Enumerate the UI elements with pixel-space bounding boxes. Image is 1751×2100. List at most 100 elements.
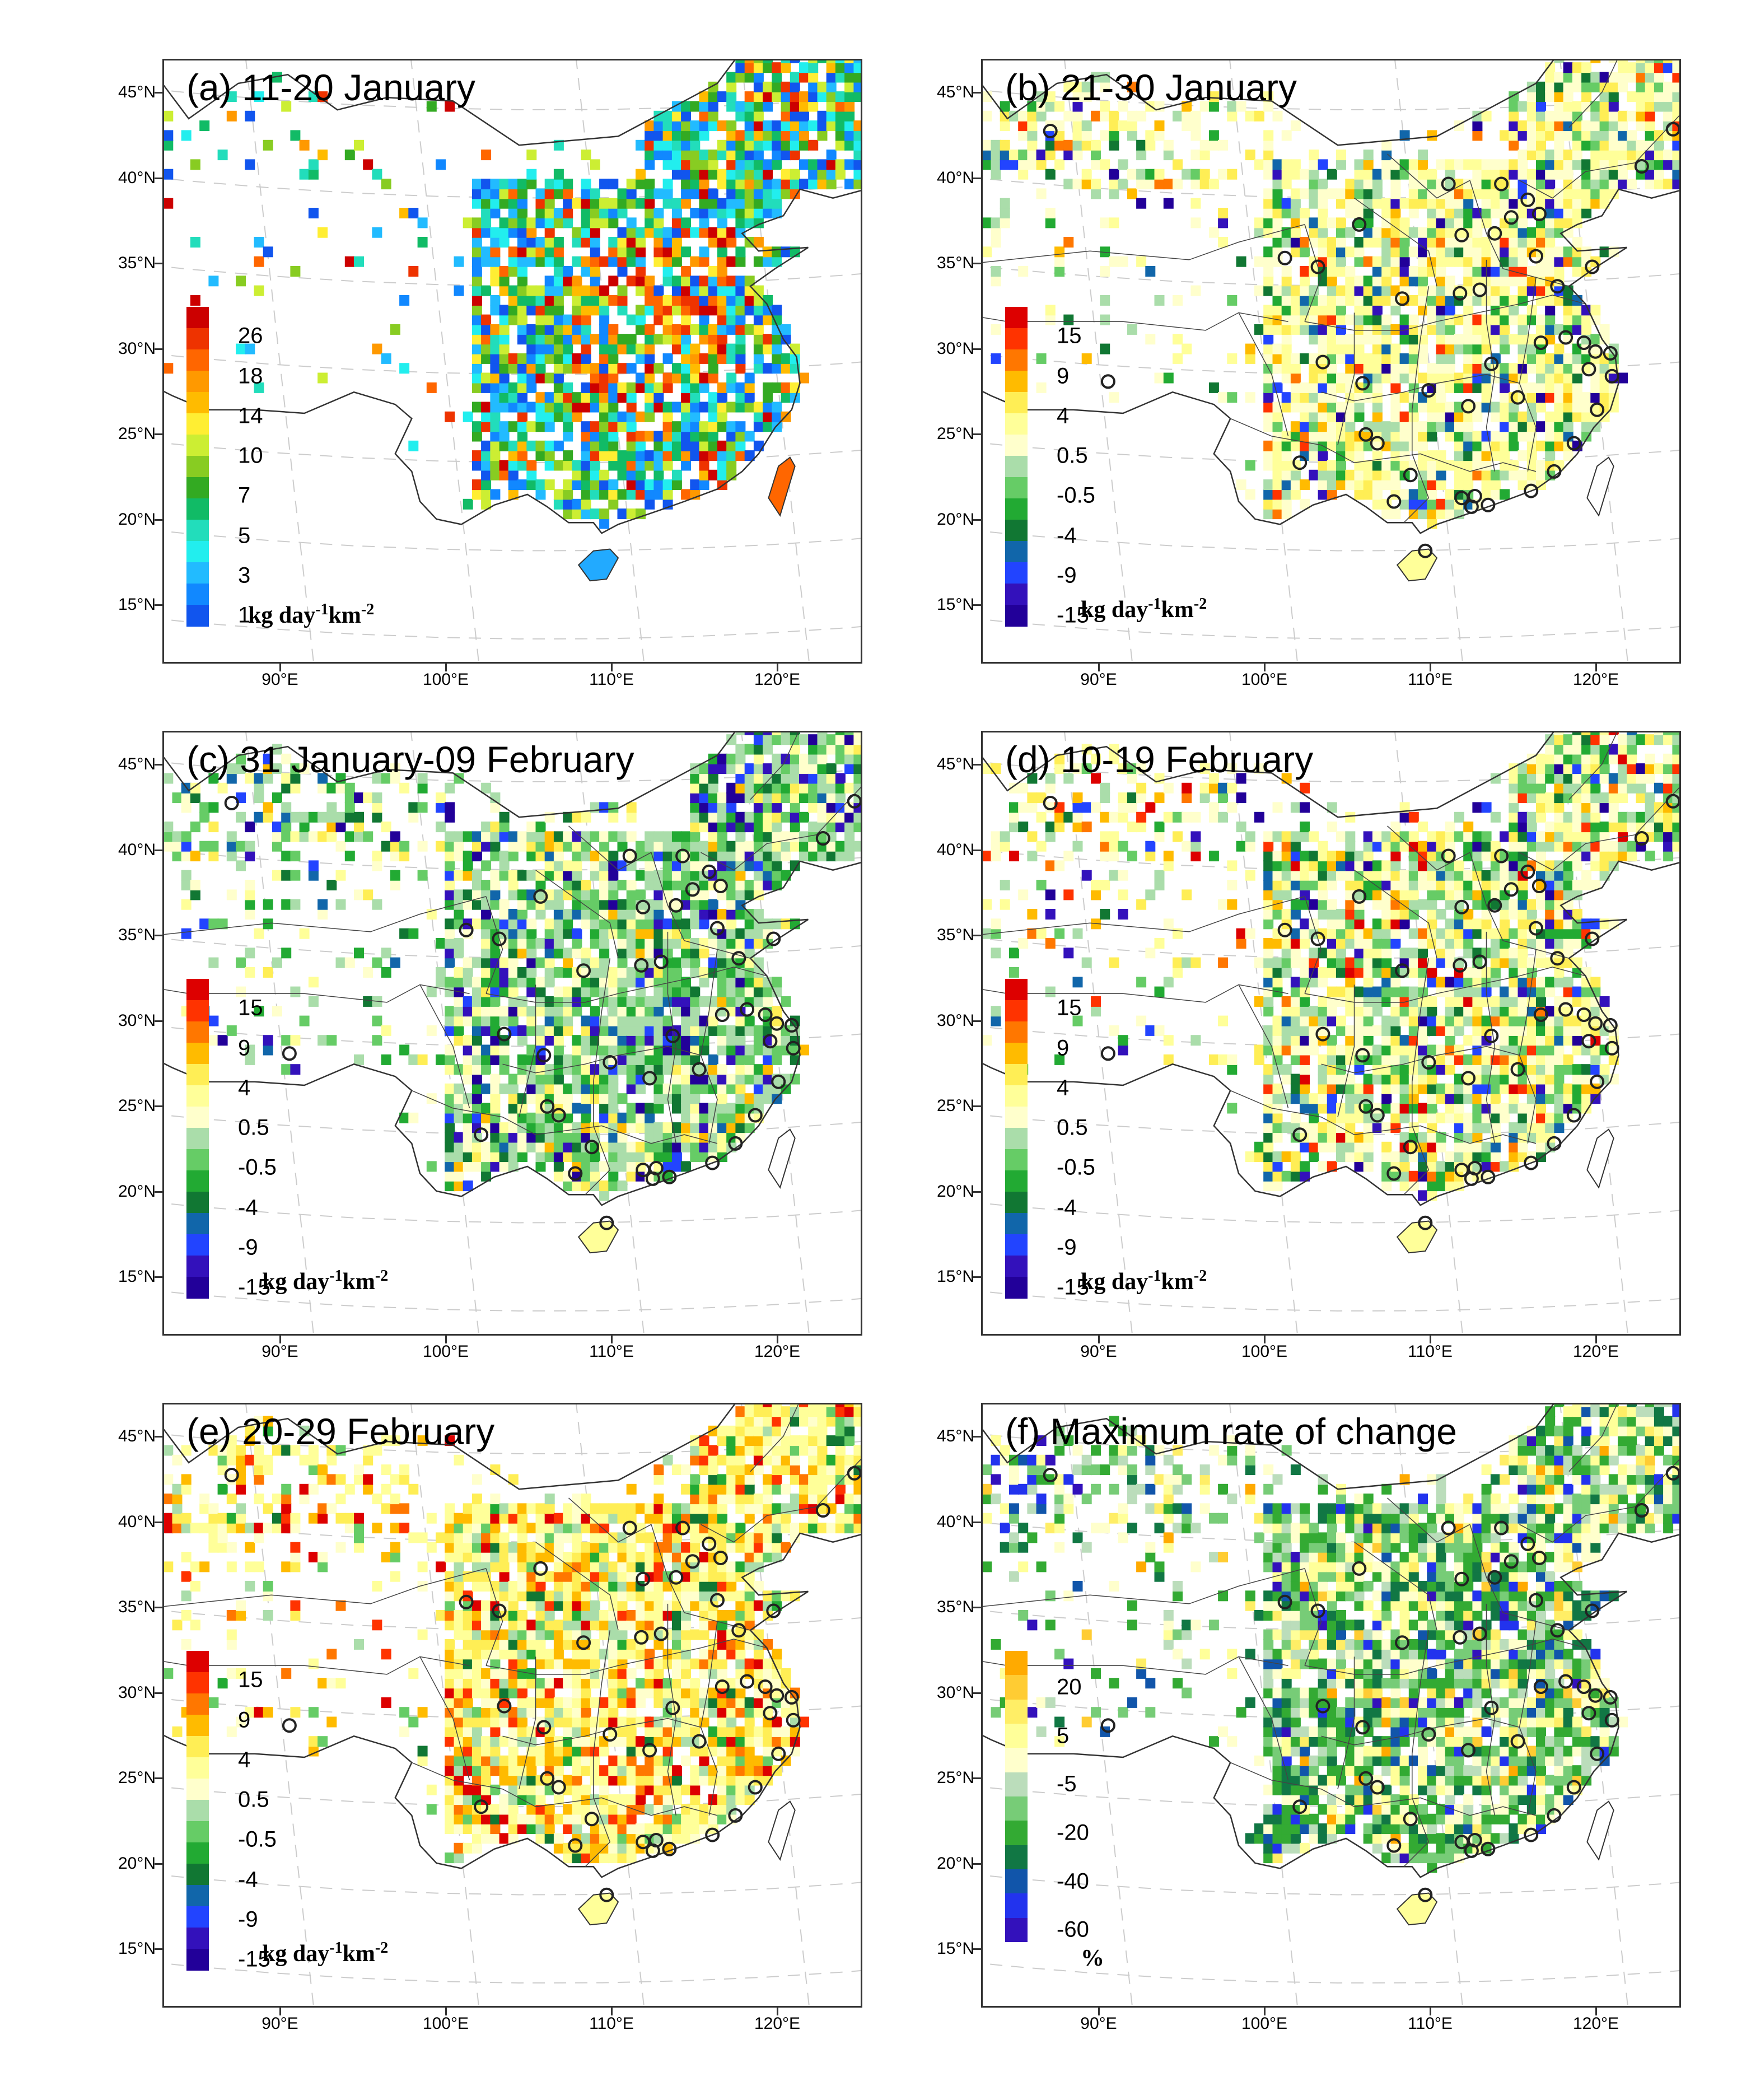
field-cell [454, 1170, 464, 1182]
field-cell [1045, 305, 1056, 316]
field-cell [1445, 353, 1455, 364]
field-cell [544, 967, 555, 978]
field-cell [535, 1141, 546, 1152]
field-cell [1563, 363, 1573, 374]
field-cell [535, 489, 546, 500]
field-cell [581, 285, 591, 296]
field-cell [1109, 179, 1119, 190]
field-cell [708, 811, 718, 823]
field-cell [1309, 372, 1319, 384]
field-cell [572, 295, 582, 306]
field-cell [1354, 256, 1365, 267]
colorbar-label: 18 [238, 363, 263, 388]
field-cell [617, 1025, 628, 1036]
field-cell [1463, 198, 1474, 209]
field-cell [1290, 421, 1301, 432]
field-cell [463, 831, 473, 842]
field-cell [1236, 101, 1246, 112]
field-cell [1118, 179, 1128, 190]
field-cell [653, 909, 664, 920]
field-cell [781, 179, 791, 190]
field-cell [445, 1025, 455, 1036]
field-cell [1517, 276, 1528, 287]
field-cell [717, 909, 727, 920]
field-cell [1572, 81, 1582, 92]
field-cell [1318, 431, 1328, 442]
field-cell [1081, 120, 1092, 132]
colorbar-label: 9 [1057, 363, 1070, 388]
field-cell [1554, 217, 1565, 228]
field-cell [572, 237, 582, 248]
field-cell [372, 957, 382, 968]
field-cell [617, 928, 628, 939]
field-cell [717, 208, 727, 218]
field-cell [572, 1103, 582, 1114]
field-cell [708, 266, 718, 277]
field-cell [1381, 431, 1392, 442]
field-cell [726, 81, 737, 92]
field-cell [983, 217, 992, 228]
colorbar-swatch [186, 349, 209, 371]
field-cell [463, 1112, 473, 1123]
field-cell [735, 256, 746, 267]
field-cell [1272, 421, 1283, 432]
field-cell [699, 440, 709, 451]
field-cell [681, 948, 692, 959]
field-cell [1281, 179, 1292, 190]
field-cell [1290, 314, 1301, 325]
field-cell [445, 1015, 455, 1026]
field-cell [290, 773, 301, 784]
field-cell [481, 1141, 492, 1152]
field-cell [799, 782, 809, 794]
field-cell [1399, 285, 1410, 296]
field-cell [581, 1025, 591, 1036]
units-exp1: -1 [315, 601, 329, 618]
field-cell [1554, 159, 1565, 170]
field-cell [726, 382, 737, 393]
field-cell [590, 1006, 600, 1017]
field-cell [636, 237, 646, 248]
field-cell [517, 899, 527, 910]
field-cell [1136, 169, 1147, 180]
field-cell [1445, 334, 1455, 345]
field-cell [726, 841, 737, 852]
field-cell [1545, 440, 1556, 451]
field-cell [708, 792, 718, 804]
field-cell [553, 889, 564, 900]
field-cell [553, 237, 564, 248]
field-cell [1500, 276, 1510, 287]
field-cell [1554, 460, 1565, 471]
field-cell [699, 256, 709, 267]
field-cell [544, 1141, 555, 1152]
field-cell [490, 411, 501, 422]
field-cell [1563, 62, 1573, 73]
field-cell [1000, 101, 1010, 112]
field-cell [1445, 198, 1455, 209]
field-cell [499, 1054, 510, 1065]
field-cell [544, 948, 555, 959]
field-cell [553, 938, 564, 949]
field-cell [1554, 208, 1565, 218]
field-cell [699, 1141, 709, 1152]
field-cell [1481, 382, 1492, 393]
field-cell [653, 928, 664, 939]
field-cell [1490, 208, 1501, 218]
field-cell [1509, 198, 1519, 209]
field-cell [1127, 110, 1137, 122]
field-cell [599, 977, 610, 988]
field-cell [699, 948, 709, 959]
field-cell [636, 479, 646, 491]
field-cell [717, 256, 727, 267]
field-cell [1182, 120, 1192, 132]
field-cell [1154, 120, 1165, 132]
field-cell [790, 150, 800, 161]
field-cell [608, 1161, 619, 1172]
field-cell [717, 324, 727, 335]
field-cell [581, 811, 591, 823]
field-cell [645, 285, 655, 296]
field-cell [1563, 227, 1573, 238]
field-cell [544, 1006, 555, 1017]
field-cell [708, 334, 718, 345]
field-cell [1654, 62, 1664, 73]
field-cell [544, 928, 555, 939]
